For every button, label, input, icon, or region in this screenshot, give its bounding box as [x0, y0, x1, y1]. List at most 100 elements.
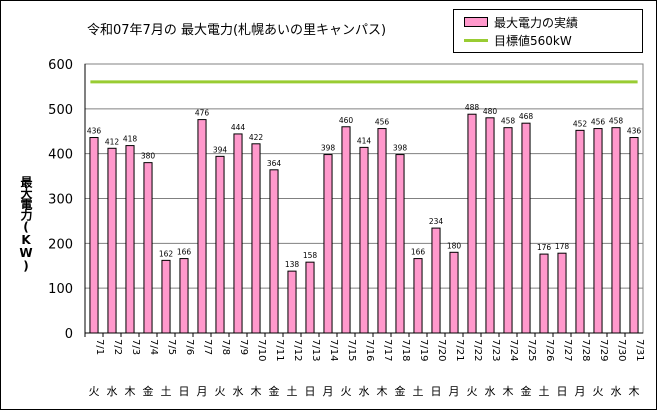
data-label: 158: [303, 251, 318, 260]
bar: [197, 119, 207, 334]
data-label: 166: [177, 248, 192, 257]
data-label: 176: [537, 243, 552, 252]
bar: [341, 126, 351, 334]
x-tick-label: 7/21: [454, 339, 465, 361]
legend-label-target: 目標値560kW: [494, 33, 572, 48]
weekday-label: 金: [269, 384, 280, 398]
weekday-label: 水: [611, 385, 622, 398]
weekday-label: 火: [593, 385, 604, 398]
weekday-label: 月: [197, 385, 208, 398]
bar: [395, 154, 405, 334]
weekday-label: 月: [449, 385, 460, 398]
bar: [89, 137, 99, 334]
y-tick-label: 100: [48, 282, 73, 297]
x-tick-label: 7/5: [166, 339, 177, 355]
data-label: 488: [465, 103, 480, 112]
data-label: 180: [447, 241, 462, 250]
bar: [179, 258, 189, 334]
bar: [413, 258, 423, 334]
weekday-label: 木: [251, 385, 262, 398]
weekday-label: 水: [359, 385, 370, 398]
bar: [161, 259, 171, 334]
data-label: 162: [159, 249, 174, 258]
bar: [251, 143, 261, 334]
bar: [215, 155, 225, 334]
weekday-label: 月: [323, 385, 334, 398]
x-tick-label: 7/14: [328, 339, 339, 361]
data-label: 418: [123, 135, 138, 144]
bar: [629, 137, 639, 334]
bar: [143, 162, 153, 334]
weekday-label: 土: [539, 385, 550, 398]
x-tick-label: 7/10: [256, 339, 267, 361]
y-tick-label: 400: [48, 148, 73, 163]
weekday-label: 日: [179, 385, 190, 398]
legend-swatch-actual: [464, 17, 488, 27]
x-tick-label: 7/19: [418, 339, 429, 361]
x-tick-label: 7/12: [292, 339, 303, 361]
data-label: 398: [321, 144, 336, 153]
bar: [611, 127, 621, 334]
weekday-label: 火: [89, 385, 100, 398]
weekday-label: 土: [413, 385, 424, 398]
x-tick-label: 7/4: [148, 339, 159, 355]
data-label: 444: [231, 123, 246, 132]
y-tick-label: 500: [48, 103, 73, 118]
bar: [377, 128, 387, 334]
bar: [323, 154, 333, 334]
x-tick-label: 7/20: [436, 339, 447, 361]
data-label: 456: [375, 118, 390, 127]
weekday-label: 金: [143, 384, 154, 398]
weekday-label: 水: [107, 385, 118, 398]
x-tick-label: 7/23: [490, 339, 501, 361]
legend-item-actual: 最大電力の実績: [464, 14, 578, 30]
legend-label-actual: 最大電力の実績: [494, 15, 579, 30]
legend-item-target: 目標値560kW: [464, 32, 572, 48]
bar: [125, 145, 135, 334]
data-label: 452: [573, 119, 588, 128]
bar: [305, 261, 315, 334]
data-label: 138: [285, 260, 300, 269]
x-tick-label: 7/30: [616, 339, 627, 361]
weekday-label: 土: [287, 385, 298, 398]
weekday-label: 火: [341, 385, 352, 398]
legend-swatch-target: [464, 38, 488, 42]
y-tick-label: 200: [48, 237, 73, 252]
data-label: 414: [357, 136, 372, 145]
x-tick-label: 7/28: [580, 339, 591, 361]
y-axis-label: 最大電力(KW): [19, 176, 33, 272]
x-tick-label: 7/13: [310, 339, 321, 361]
weekday-label: 木: [377, 385, 388, 398]
x-tick-label: 7/8: [220, 339, 231, 355]
x-tick-label: 7/29: [598, 339, 609, 361]
data-label: 422: [249, 133, 264, 142]
x-tick-label: 7/16: [364, 339, 375, 361]
data-label: 178: [555, 242, 570, 251]
data-label: 398: [393, 144, 408, 153]
bar: [431, 227, 441, 334]
x-tick-label: 7/7: [202, 339, 213, 355]
data-label: 234: [429, 217, 444, 226]
chart-title: 令和07年7月の 最大電力(札幌あいの里キャンパス): [87, 23, 387, 38]
bar: [521, 122, 531, 334]
y-tick-label: 600: [48, 58, 73, 73]
x-tick-label: 7/25: [526, 339, 537, 361]
weekday-label: 木: [125, 385, 136, 398]
weekday-label: 土: [161, 385, 172, 398]
data-label: 412: [105, 137, 120, 146]
data-label: 458: [609, 117, 624, 126]
y-tick-label: 0: [65, 327, 73, 342]
data-label: 456: [591, 118, 606, 127]
weekday-label: 水: [233, 385, 244, 398]
bar: [485, 117, 495, 334]
data-label: 394: [213, 145, 228, 154]
bar: [269, 169, 279, 334]
x-tick-label: 7/3: [130, 339, 141, 355]
x-tick-label: 7/18: [400, 339, 411, 361]
weekday-label: 木: [629, 385, 640, 398]
bar: [575, 129, 585, 334]
bar: [107, 147, 117, 334]
bar: [593, 128, 603, 334]
bar: [287, 270, 297, 334]
